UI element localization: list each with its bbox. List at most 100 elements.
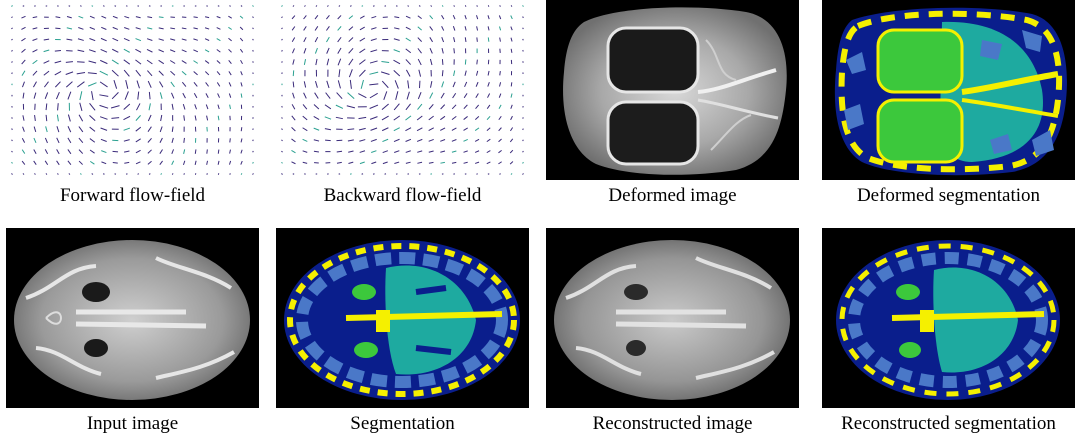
flow-vector <box>303 37 307 43</box>
flow-vector <box>228 48 232 53</box>
flow-vector <box>158 38 164 41</box>
flow-vector <box>464 5 467 7</box>
flow-vector <box>22 92 25 99</box>
flow-vector <box>78 126 84 133</box>
flow-vector <box>418 5 421 7</box>
flow-vector <box>302 115 308 121</box>
backward-flow-svg <box>281 5 524 175</box>
flow-vector <box>239 15 244 19</box>
flow-vector <box>370 49 378 53</box>
flow-vector <box>348 150 354 153</box>
flow-vector <box>135 161 141 165</box>
flow-vector <box>66 27 73 30</box>
flow-vector <box>429 58 433 66</box>
flow-vector <box>204 49 210 53</box>
flow-vector <box>11 38 13 41</box>
flow-vector <box>451 127 457 131</box>
flow-vector <box>416 115 423 121</box>
flow-vector <box>11 128 13 131</box>
flow-vector <box>302 104 308 110</box>
flow-vector <box>313 104 320 110</box>
flow-vector <box>358 59 366 65</box>
deformed-segmentation-figure <box>822 0 1075 180</box>
flow-vector <box>371 15 377 19</box>
flow-vector <box>11 173 13 175</box>
flow-vector <box>135 27 141 30</box>
flow-vector <box>67 126 72 133</box>
flow-vector <box>110 105 120 109</box>
flow-vector <box>348 58 354 66</box>
flow-vector <box>428 161 434 164</box>
flow-vector <box>393 127 400 132</box>
flow-vector <box>510 26 513 31</box>
flow-vector <box>88 60 97 64</box>
flow-vector <box>171 173 174 175</box>
flow-vector <box>194 104 197 110</box>
flow-vector <box>452 92 457 99</box>
flow-vector <box>348 69 353 78</box>
flow-vector <box>335 104 344 109</box>
flow-vector <box>135 149 141 154</box>
flow-vector <box>440 127 446 131</box>
flow-vector <box>21 160 26 165</box>
flow-vector <box>292 173 295 175</box>
flow-vector <box>416 127 423 132</box>
flow-vector <box>56 160 60 166</box>
flow-vector <box>418 69 422 77</box>
flow-vector <box>407 5 410 7</box>
flow-vector <box>216 49 221 53</box>
flow-vector <box>291 161 296 165</box>
flow-vector <box>281 128 283 131</box>
flow-vector <box>171 92 175 99</box>
flow-vector <box>216 16 221 19</box>
flow-vector <box>67 160 72 166</box>
flow-vector <box>111 59 119 65</box>
flow-vector <box>369 104 379 109</box>
flow-vector <box>148 91 151 100</box>
flow-vector <box>252 150 254 153</box>
flow-vector <box>158 70 164 76</box>
flow-vector <box>159 81 164 88</box>
flow-vector <box>21 137 26 143</box>
flow-vector <box>136 103 141 111</box>
flow-vector <box>240 127 243 132</box>
flow-vector <box>125 79 129 89</box>
flow-vector <box>314 26 319 31</box>
flow-vector <box>510 93 513 98</box>
flow-vector <box>348 15 354 20</box>
flow-vector <box>416 138 423 142</box>
flow-vector <box>99 116 108 120</box>
flow-vector <box>347 92 355 100</box>
flow-vector <box>33 149 37 154</box>
flow-vector <box>336 161 342 164</box>
flow-vector <box>170 70 176 76</box>
flow-vector <box>315 5 318 7</box>
flow-vector <box>359 139 366 142</box>
flow-vector <box>358 93 367 99</box>
flow-vector <box>359 37 366 42</box>
flow-vector <box>499 82 502 87</box>
flow-vector <box>182 92 186 99</box>
segmentation-svg <box>276 228 529 408</box>
flow-vector <box>217 104 220 110</box>
flow-vector <box>522 128 524 131</box>
flow-vector <box>405 26 411 31</box>
flow-vector <box>159 149 163 154</box>
flow-vector <box>429 37 433 43</box>
caption-forward-flow: Forward flow-field <box>59 185 206 206</box>
flow-vector <box>206 149 208 154</box>
flow-vector <box>111 92 119 100</box>
flow-vector <box>216 60 221 64</box>
flow-vector <box>337 80 341 89</box>
flow-vector <box>112 15 118 19</box>
flow-vector <box>474 161 480 164</box>
flow-vector <box>55 91 60 100</box>
flow-vector <box>33 92 37 99</box>
panel-backward-flow: Backward flow-field <box>270 0 535 210</box>
flow-vector <box>370 138 377 142</box>
flow-vector <box>89 126 96 132</box>
flow-vector <box>43 70 50 76</box>
flow-vector <box>499 5 501 7</box>
flow-vector <box>281 38 283 41</box>
flow-vector <box>228 26 232 30</box>
